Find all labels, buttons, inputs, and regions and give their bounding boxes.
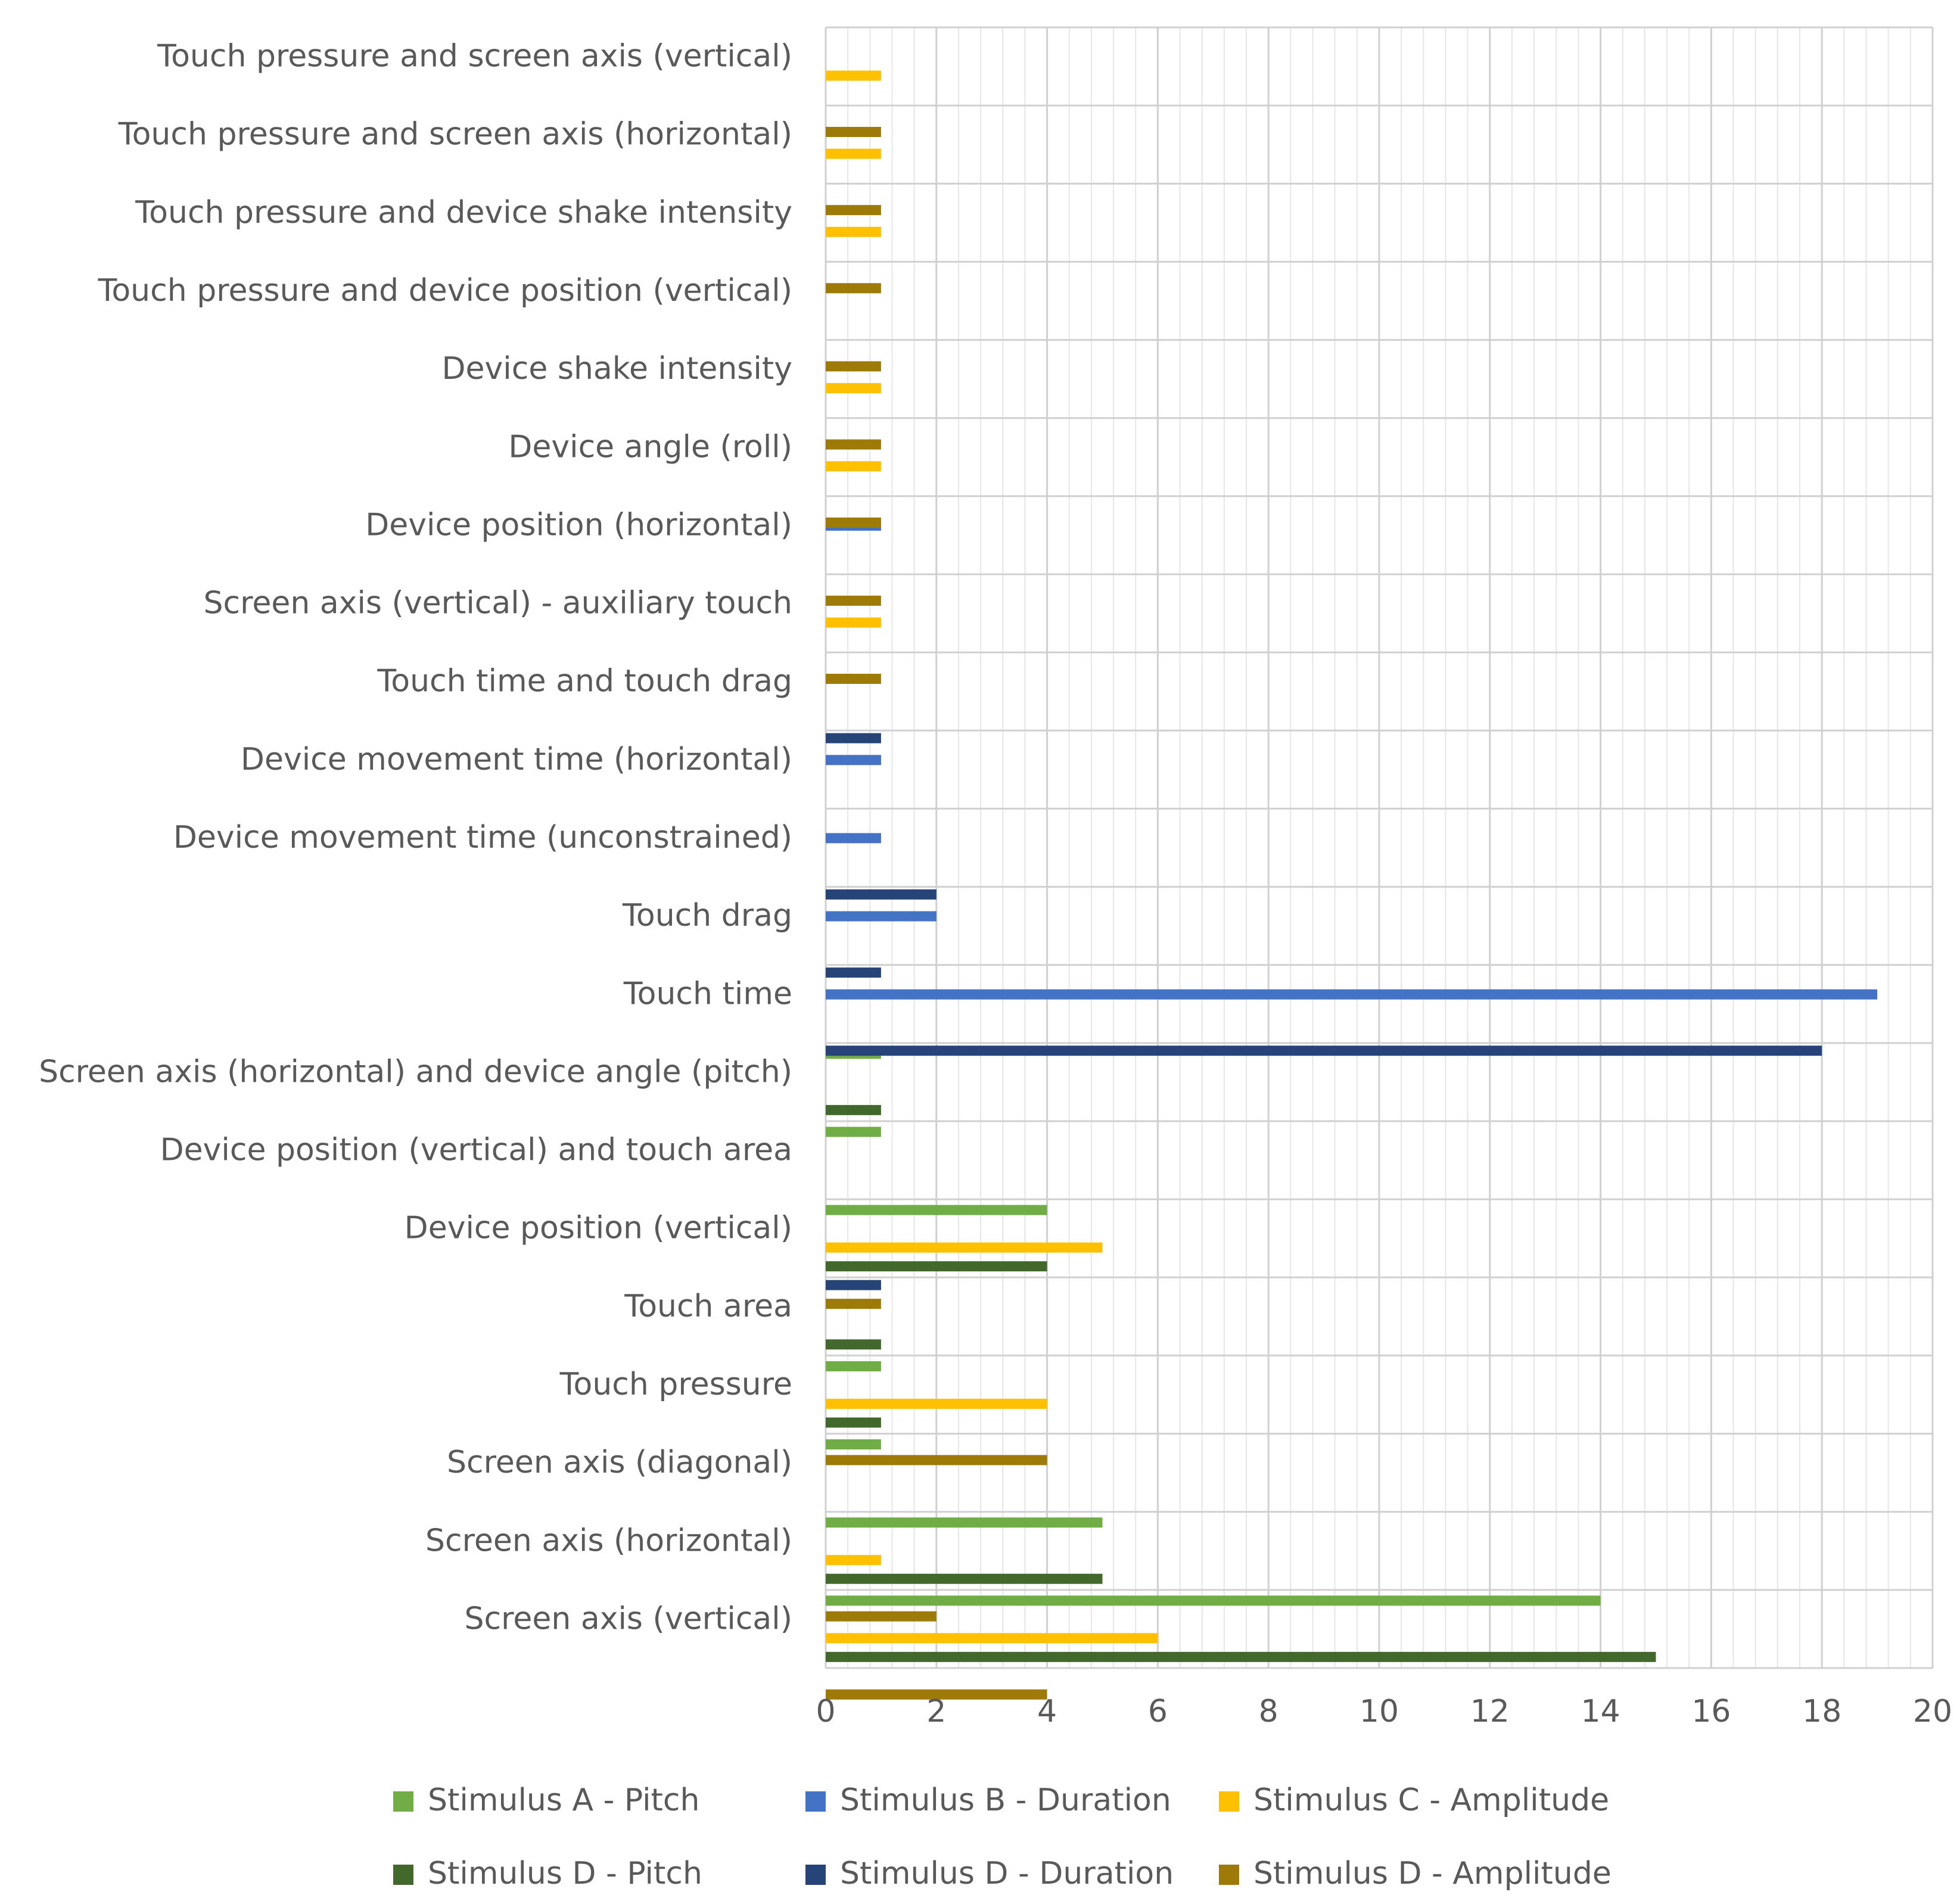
x-tick-label: 8 <box>1259 1694 1278 1729</box>
bar-series-2-cat-2 <box>826 226 881 237</box>
bar-series-2-cat-7 <box>826 617 881 628</box>
bar-series-3-cat-15 <box>826 1261 1047 1272</box>
legend-label: Stimulus D - Duration <box>840 1856 1174 1891</box>
bar-series-5-cat-5 <box>826 517 881 528</box>
category-label: Touch time and touch drag <box>377 664 792 699</box>
bar-series-5-cat-4 <box>826 439 881 450</box>
legend-swatch <box>393 1791 413 1812</box>
bar-series-4-cat-10 <box>826 889 937 900</box>
category-labels: Touch pressure and screen axis (vertical… <box>39 39 792 1637</box>
legend-swatch <box>805 1791 826 1812</box>
category-label: Device position (vertical) <box>405 1211 792 1246</box>
grid-lines <box>825 26 1934 1669</box>
legend-label: Stimulus D - Pitch <box>428 1856 702 1891</box>
bar-series-1-cat-9 <box>826 755 881 766</box>
x-tick-label: 0 <box>816 1694 835 1729</box>
legend-swatch <box>1219 1865 1239 1885</box>
bar-series-3-cat-20 <box>826 1651 1656 1662</box>
bar-series-2-cat-19 <box>826 1555 881 1566</box>
x-tick-label: 18 <box>1802 1694 1841 1729</box>
bar-series-2-cat-4 <box>826 383 881 394</box>
legend-item: Stimulus A - Pitch <box>393 1782 699 1818</box>
bar-series-5-cat-20 <box>826 1689 1047 1700</box>
legend-item: Stimulus D - Duration <box>805 1856 1174 1891</box>
category-label: Screen axis (horizontal) and device angl… <box>39 1054 792 1090</box>
x-tick-label: 4 <box>1037 1694 1057 1729</box>
bar-series-1-cat-12 <box>826 989 1878 1000</box>
x-tick-label: 2 <box>926 1694 946 1729</box>
bar-series-0-cat-14 <box>826 1127 881 1137</box>
bar-series-0-cat-15 <box>826 1205 1047 1215</box>
legend-item: Stimulus B - Duration <box>805 1782 1171 1818</box>
legend-item: Stimulus D - Pitch <box>393 1856 702 1891</box>
category-label: Device angle (roll) <box>508 429 792 465</box>
legend: Stimulus A - Pitch Stimulus B - Duration S… <box>393 1782 1611 1891</box>
bar-series-2-cat-15 <box>826 1242 1103 1253</box>
bar-series-4-cat-8 <box>826 733 881 743</box>
x-tick-labels: 0 2 4 6 8 10 12 14 16 18 20 <box>816 1694 1952 1729</box>
bar-series-3-cat-17 <box>826 1417 881 1428</box>
bar-series-2-cat-1 <box>826 148 881 159</box>
bars <box>826 70 1878 1700</box>
bar-series-5-cat-2 <box>826 283 881 294</box>
bar-series-5-cat-7 <box>826 674 881 684</box>
category-label: Touch pressure and device shake intensit… <box>135 195 792 231</box>
bar-series-5-cat-19 <box>826 1611 937 1622</box>
bar-series-5-cat-3 <box>826 361 881 372</box>
bar-series-4-cat-15 <box>826 1280 881 1290</box>
legend-item: Stimulus C - Amplitude <box>1219 1782 1609 1818</box>
legend-label: Stimulus B - Duration <box>840 1782 1171 1818</box>
legend-item: Stimulus D - Amplitude <box>1219 1856 1611 1891</box>
category-label: Device movement time (unconstrained) <box>173 820 792 855</box>
category-label: Device movement time (horizontal) <box>241 742 792 777</box>
bar-series-2-cat-17 <box>826 1398 1047 1409</box>
bar-series-0-cat-18 <box>826 1439 881 1450</box>
legend-label: Stimulus A - Pitch <box>428 1782 699 1818</box>
bar-series-3-cat-16 <box>826 1339 881 1350</box>
legend-swatch <box>805 1865 826 1885</box>
bar-series-0-cat-19 <box>826 1517 1103 1528</box>
category-label: Touch drag <box>622 898 792 934</box>
category-label: Screen axis (vertical) - auxiliary touch <box>204 586 792 621</box>
category-label: Touch pressure <box>559 1367 792 1402</box>
bar-series-5-cat-17 <box>826 1455 1047 1465</box>
category-label: Device position (horizontal) <box>365 507 792 543</box>
bar-series-2-cat-20 <box>826 1633 1158 1644</box>
bar-series-5-cat-0 <box>826 127 881 137</box>
bar-series-3-cat-19 <box>826 1573 1103 1584</box>
bar-series-5-cat-6 <box>826 595 881 606</box>
x-tick-label: 12 <box>1470 1694 1510 1729</box>
bar-series-2-cat-0 <box>826 70 881 81</box>
category-label: Screen axis (diagonal) <box>447 1445 792 1480</box>
category-label: Touch time <box>623 976 792 1012</box>
legend-label: Stimulus C - Amplitude <box>1253 1782 1609 1818</box>
category-label: Screen axis (horizontal) <box>425 1523 792 1558</box>
bar-series-1-cat-10 <box>826 833 881 844</box>
category-label: Touch pressure and device position (vert… <box>97 273 792 309</box>
category-label: Device shake intensity <box>441 351 792 387</box>
bar-series-3-cat-13 <box>826 1104 881 1115</box>
x-tick-label: 10 <box>1359 1694 1399 1729</box>
x-tick-label: 16 <box>1691 1694 1731 1729</box>
category-label: Screen axis (vertical) <box>465 1601 792 1636</box>
category-label: Touch area <box>624 1289 792 1324</box>
bar-series-2-cat-5 <box>826 461 881 472</box>
category-label: Touch pressure and screen axis (vertical… <box>157 39 792 74</box>
bar-series-4-cat-12 <box>826 1046 1822 1056</box>
bar-series-1-cat-11 <box>826 911 937 922</box>
bar-series-0-cat-17 <box>826 1361 881 1371</box>
bar-series-0-cat-20 <box>826 1595 1601 1606</box>
bar-series-5-cat-1 <box>826 205 881 216</box>
bar-series-4-cat-11 <box>826 967 881 978</box>
legend-label: Stimulus D - Amplitude <box>1253 1856 1611 1891</box>
x-tick-label: 14 <box>1581 1694 1620 1729</box>
x-tick-label: 20 <box>1913 1694 1952 1729</box>
x-tick-label: 6 <box>1148 1694 1168 1729</box>
category-label: Device position (vertical) and touch are… <box>160 1132 792 1168</box>
bar-series-5-cat-15 <box>826 1299 881 1309</box>
legend-swatch <box>393 1865 413 1885</box>
legend-swatch <box>1219 1791 1239 1812</box>
category-label: Touch pressure and screen axis (horizont… <box>118 117 792 153</box>
